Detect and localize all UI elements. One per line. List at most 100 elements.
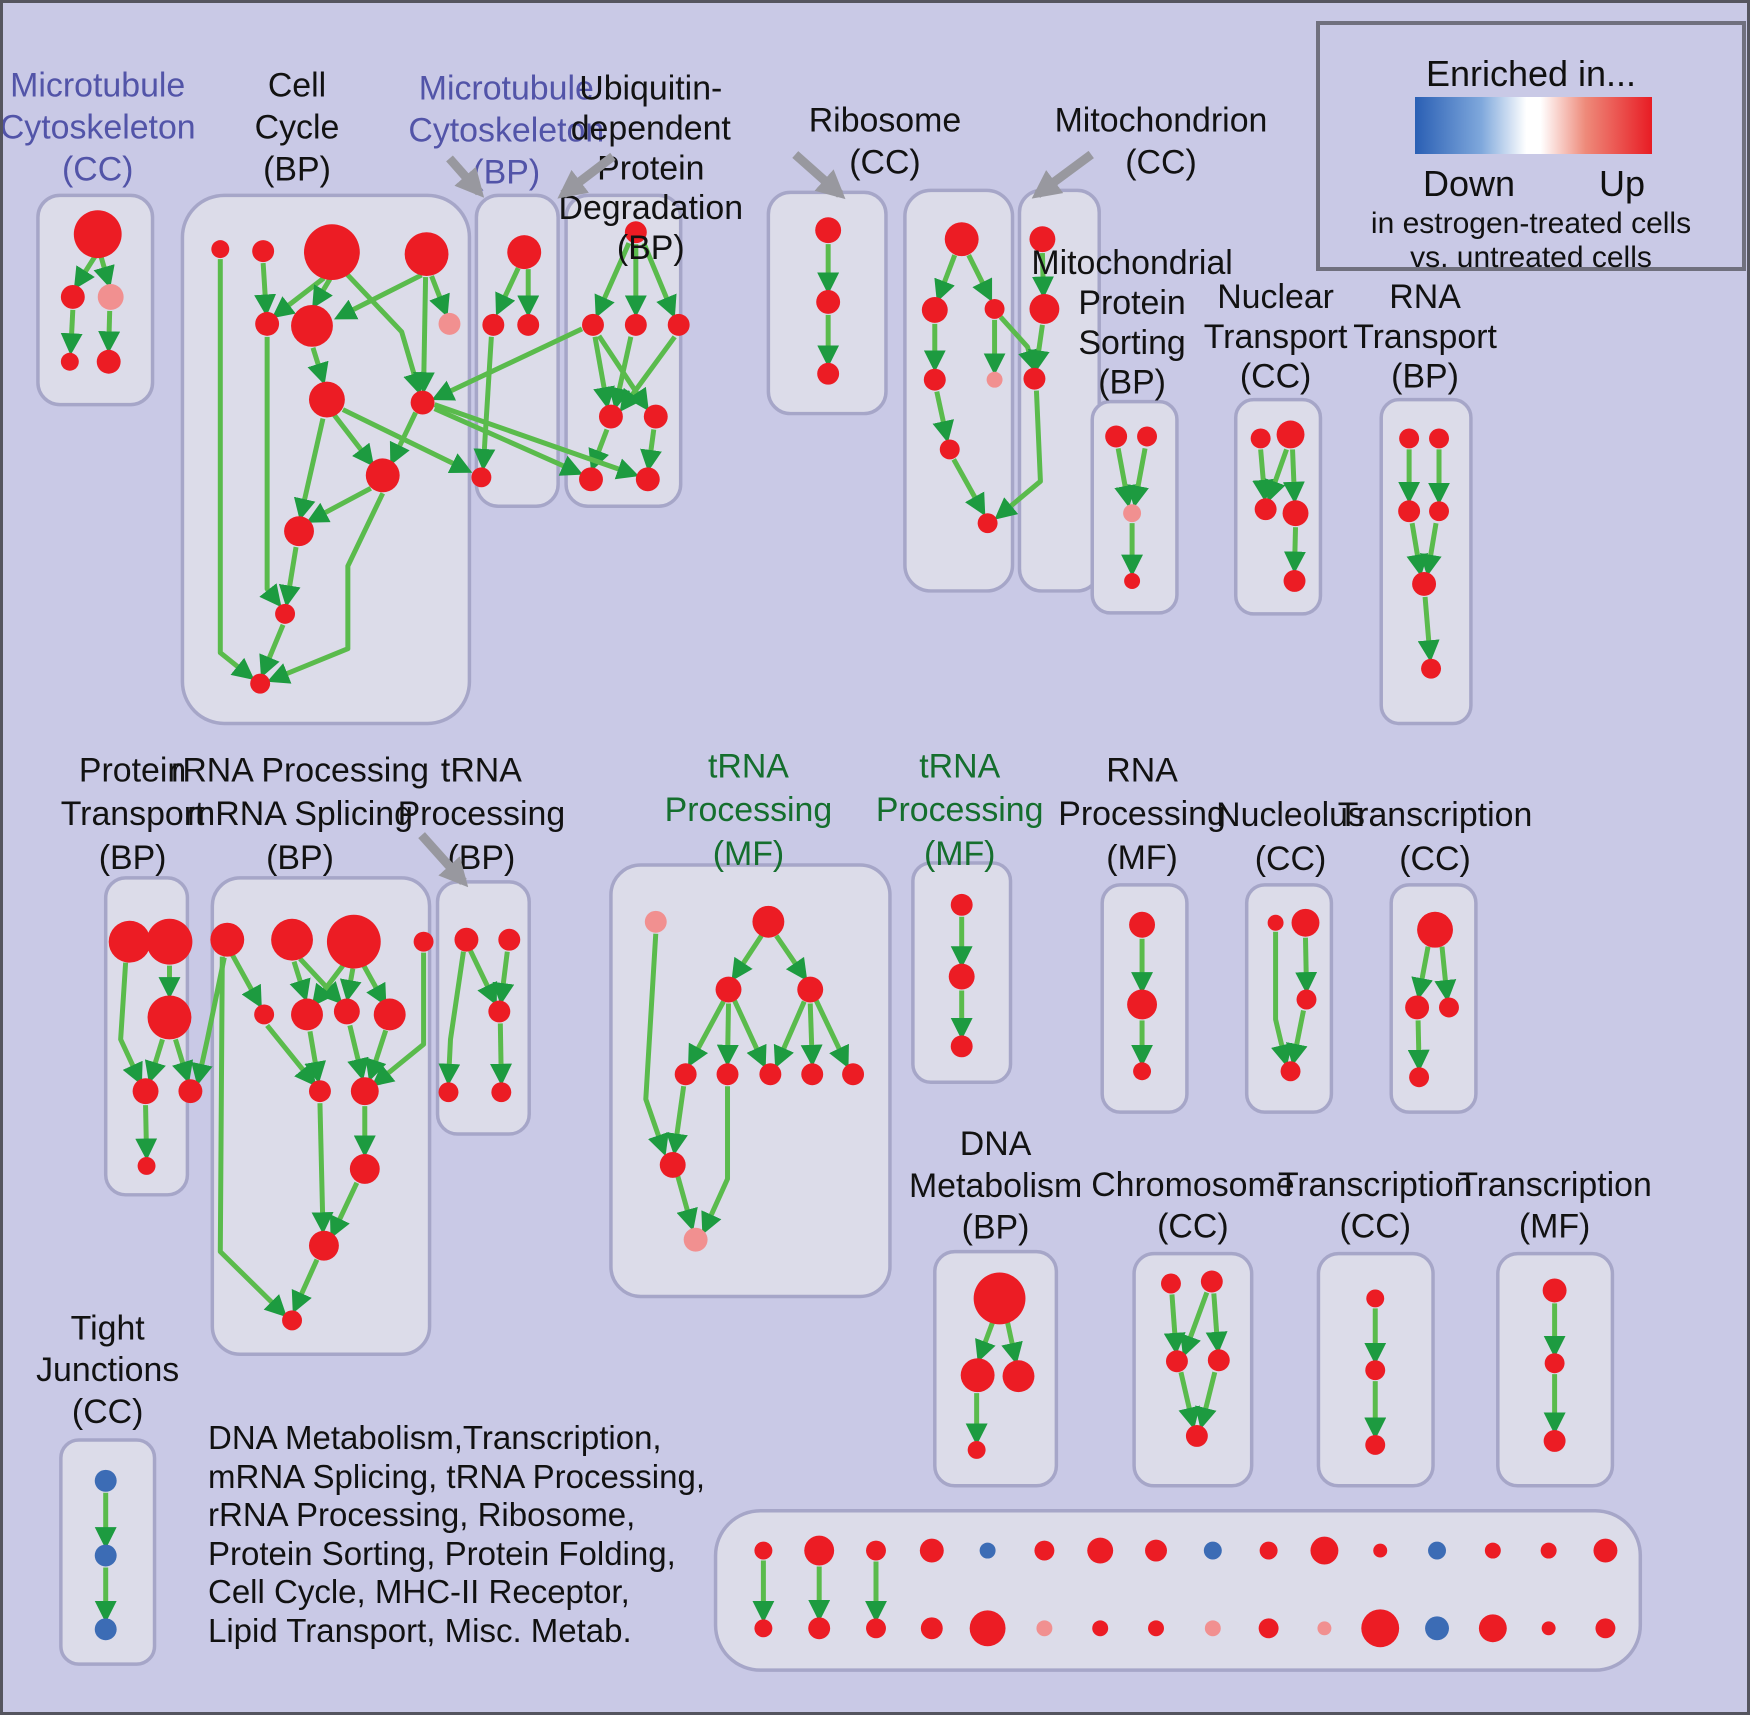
relation-arrow: [333, 272, 423, 320]
go-term-node: [1029, 226, 1056, 253]
go-term-node: [973, 1272, 1026, 1325]
go-term-node: [438, 312, 461, 335]
relation-arrow: [304, 1030, 327, 1084]
relation-arrow: [934, 254, 958, 303]
cluster-box-nucleolus-cc: [1244, 883, 1334, 1114]
relation-arrow: [1027, 324, 1050, 373]
relation-arrow: [259, 623, 286, 678]
relation-arrow: [490, 1023, 512, 1086]
go-term-node: [178, 1079, 203, 1104]
relation-arrow: [994, 390, 1043, 520]
go-term-node: [210, 922, 245, 957]
go-term-node: [1127, 989, 1158, 1020]
relation-arrow: [1195, 1371, 1218, 1430]
go-term-node: [944, 222, 979, 257]
go-term-node: [94, 1469, 117, 1492]
cluster-label-rna-processing-mf: RNA Processing (MF): [1058, 751, 1226, 877]
go-term-node: [977, 513, 998, 534]
label-pointer-arrow: [792, 151, 846, 200]
relation-arrow: [732, 999, 767, 1069]
label-pointer-arrow: [1031, 150, 1094, 199]
go-term-node: [349, 1153, 380, 1184]
misc-text-line: DNA Metabolism,Transcription,: [208, 1419, 662, 1456]
go-term-node: [254, 1004, 275, 1025]
go-term-node: [923, 368, 946, 391]
relation-arrow: [932, 391, 954, 443]
go-term-node: [1259, 1541, 1278, 1560]
relation-arrow: [135, 1105, 158, 1161]
go-term-node: [967, 1440, 986, 1459]
go-term-node: [482, 313, 505, 336]
go-term-node: [866, 1540, 886, 1561]
go-term-node: [410, 390, 435, 415]
relation-arrow: [666, 1085, 688, 1156]
relation-arrow: [291, 1258, 320, 1314]
label-pointer-arrow: [557, 152, 616, 199]
go-term-node: [1185, 1425, 1208, 1447]
relation-arrow: [1286, 1009, 1308, 1066]
relation-arrow: [468, 949, 498, 1006]
go-term-node: [579, 467, 603, 492]
go-term-node: [1124, 572, 1141, 589]
go-term-node: [643, 404, 668, 429]
go-term-node: [950, 893, 973, 916]
relation-arrow: [1283, 527, 1306, 574]
cluster-label-mitochondrial-protein-sorting-bp: Mitochondrial Protein Sorting (BP): [1031, 244, 1232, 402]
go-term-node: [308, 381, 345, 418]
cluster-label-protein-transport-bp: Protein Transport (BP): [61, 751, 205, 877]
go-term-node: [404, 232, 449, 277]
relation-arrow: [1163, 1294, 1186, 1355]
cluster-box-misc-overview: [713, 1508, 1643, 1672]
cluster-label-nuclear-transport-cc: Nuclear Transport (CC): [1204, 278, 1348, 396]
go-term-node: [1250, 428, 1271, 449]
go-term-node: [979, 1542, 996, 1559]
go-term-node: [350, 1077, 379, 1106]
legend-up-label: Up: [1598, 163, 1646, 204]
relation-arrow: [495, 267, 521, 316]
relation-arrow: [966, 254, 993, 302]
go-term-node: [635, 467, 660, 492]
cluster-label-cell-cycle-bp: Cell Cycle (BP): [255, 67, 340, 189]
go-term-node: [108, 920, 151, 963]
go-term-node: [60, 352, 79, 371]
relation-arrow: [492, 951, 515, 1005]
go-term-node: [815, 217, 842, 244]
relation-edges: [60, 242, 1566, 1623]
cluster-label-microtubule-cytoskeleton-cc: Microtubule Cytoskeleton (CC): [3, 67, 196, 189]
relation-arrow: [438, 951, 466, 1086]
go-term-node: [1296, 989, 1317, 1010]
go-term-node: [1160, 1273, 1181, 1294]
relation-arrow: [716, 1003, 739, 1067]
relation-arrow: [311, 964, 345, 1007]
relation-arrow: [1417, 596, 1440, 663]
go-term-node: [1428, 1541, 1446, 1560]
go-term-node: [1029, 293, 1060, 324]
relation-arrow: [774, 934, 808, 982]
cluster-label-trna-processing-mf-1: tRNA Processing (MF): [665, 747, 833, 873]
go-term-node: [333, 998, 360, 1025]
relation-arrow: [675, 1175, 698, 1231]
relation-arrow: [975, 1321, 996, 1363]
annotation-arrows: [418, 150, 1094, 888]
go-term-node: [1365, 1434, 1386, 1455]
misc-text-line: Protein Sorting, Protein Folding,: [208, 1534, 676, 1572]
cluster-label-rna-transport-bp: RNA Transport (BP): [1353, 278, 1497, 396]
go-term-node: [94, 1544, 117, 1567]
go-term-node: [659, 1151, 686, 1178]
relation-arrow: [345, 272, 425, 395]
relation-arrow: [640, 429, 662, 472]
cluster-label-trna-processing-mf-2: tRNA Processing (MF): [876, 747, 1044, 873]
go-term-node: [1258, 1618, 1279, 1639]
go-term-node: [147, 995, 192, 1040]
go-term-node: [73, 210, 122, 259]
go-term-node: [413, 931, 434, 952]
go-term-node: [1129, 911, 1156, 938]
go-term-node: [1542, 1278, 1567, 1303]
go-term-node: [438, 1082, 459, 1103]
enrichment-legend: Enriched in... Down Up in estrogen-treat…: [1316, 21, 1746, 274]
relation-arrow: [412, 276, 435, 395]
cluster-labels: Microtubule Cytoskeleton (CC) Cell Cycle (BP)…: [3, 67, 1652, 1431]
go-term-node: [960, 1358, 995, 1393]
legend-down-label: Down: [1422, 163, 1516, 204]
relation-arrow: [1178, 1371, 1200, 1430]
